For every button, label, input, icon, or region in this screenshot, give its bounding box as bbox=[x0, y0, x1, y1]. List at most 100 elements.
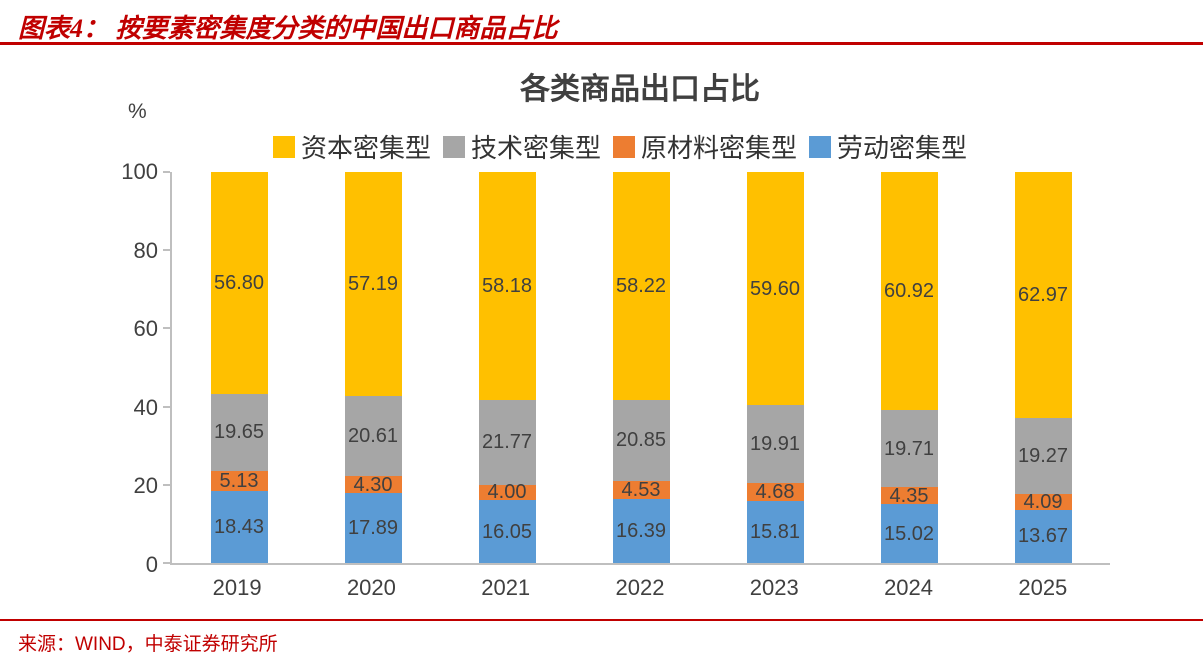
bar-segment: 20.85 bbox=[612, 399, 670, 482]
bar-value-label: 15.81 bbox=[749, 521, 801, 544]
y-tick-label: 100 bbox=[121, 159, 158, 184]
bar-value-label: 20.61 bbox=[347, 424, 399, 447]
bar-segment: 19.27 bbox=[1014, 418, 1072, 494]
bar-value-label: 5.13 bbox=[219, 469, 259, 492]
bar-value-label: 19.27 bbox=[1017, 444, 1069, 467]
stacked-bar-2020: 17.89 4.30 20.61 57.19 bbox=[344, 172, 402, 563]
y-tick-label: 60 bbox=[133, 316, 158, 342]
bar-segment: 59.60 bbox=[746, 172, 804, 406]
bar-value-label: 56.80 bbox=[213, 272, 265, 295]
plot-area: 18.43 5.13 19.65 56.80 17.89 4.30 20.61 57.19 16… bbox=[163, 171, 1110, 565]
x-axis-label: 2020 bbox=[346, 575, 396, 600]
x-axis-label: 2024 bbox=[884, 575, 934, 600]
bar-value-label: 58.18 bbox=[481, 274, 533, 297]
bar-segment: 16.39 bbox=[612, 498, 670, 563]
y-tick-label: 40 bbox=[133, 394, 158, 420]
y-axis-ticks: 0 20 40 60 80 100 bbox=[58, 159, 158, 577]
bar-value-label: 15.02 bbox=[883, 522, 935, 545]
bar-value-label: 19.65 bbox=[213, 421, 265, 444]
bar-segment: 60.92 bbox=[880, 172, 938, 411]
bar-segment: 15.02 bbox=[880, 504, 938, 563]
bar-slot: 16.05 4.00 21.77 58.18 bbox=[440, 172, 574, 563]
bar-segment: 58.18 bbox=[478, 172, 536, 400]
stacked-bar-2023: 15.81 4.68 19.91 59.60 bbox=[746, 172, 804, 563]
legend-swatch-icon bbox=[442, 135, 465, 158]
bar-slot: 17.89 4.30 20.61 57.19 bbox=[306, 172, 440, 563]
bar-value-label: 59.60 bbox=[749, 277, 801, 300]
y-tick-mark bbox=[163, 405, 170, 408]
y-tick-label: 20 bbox=[133, 473, 158, 499]
bar-segment: 18.43 bbox=[210, 490, 268, 563]
legend-label: 技术密集型 bbox=[470, 133, 601, 163]
bar-value-label: 4.00 bbox=[487, 481, 527, 504]
bar-segment: 56.80 bbox=[210, 172, 268, 395]
bar-segment: 5.13 bbox=[210, 469, 268, 492]
chart-title: 各类商品出口占比 bbox=[520, 73, 760, 106]
header-rule bbox=[0, 42, 1203, 45]
bar-segment: 17.89 bbox=[344, 493, 402, 563]
y-tick-label: 80 bbox=[133, 237, 158, 263]
legend-swatch-icon bbox=[613, 135, 635, 158]
x-axis-label: 2019 bbox=[212, 575, 262, 600]
bar-slot: 15.81 4.68 19.91 59.60 bbox=[708, 172, 842, 563]
bar-value-label: 4.53 bbox=[621, 479, 661, 502]
y-tick-mark bbox=[163, 171, 170, 173]
bar-value-label: 4.30 bbox=[353, 473, 393, 496]
x-axis-label: 2021 bbox=[481, 575, 531, 600]
figure-header-title: 图表4： 按要素密集度分类的中国出口商品占比 bbox=[18, 14, 558, 43]
bar-segment: 13.67 bbox=[1014, 509, 1072, 563]
bar-segment: 19.71 bbox=[880, 410, 938, 488]
bar-slot: 16.39 4.53 20.85 58.22 bbox=[574, 172, 708, 563]
bar-segment: 16.05 bbox=[478, 500, 536, 563]
bar-segment: 4.53 bbox=[612, 479, 670, 502]
bar-value-label: 57.19 bbox=[347, 272, 399, 295]
bar-value-label: 4.35 bbox=[889, 484, 929, 507]
legend-label: 劳动密集型 bbox=[837, 133, 968, 163]
bar-value-label: 60.92 bbox=[883, 280, 935, 303]
bar-segment: 4.00 bbox=[478, 481, 536, 504]
stacked-bar-2022: 16.39 4.53 20.85 58.22 bbox=[612, 172, 670, 563]
legend-item: 资本密集型 bbox=[272, 128, 431, 165]
legend-swatch-icon bbox=[272, 135, 295, 158]
bar-value-label: 21.77 bbox=[481, 431, 533, 454]
bar-slot: 15.02 4.35 19.71 60.92 bbox=[842, 172, 976, 563]
bar-value-label: 19.71 bbox=[883, 437, 935, 460]
bar-segment: 20.61 bbox=[344, 395, 402, 477]
bar-segment: 21.77 bbox=[478, 399, 536, 485]
bar-value-label: 4.68 bbox=[755, 481, 795, 504]
bar-value-label: 62.97 bbox=[1017, 284, 1069, 307]
bars: 18.43 5.13 19.65 56.80 17.89 4.30 20.61 57.19 16… bbox=[172, 172, 1110, 563]
bar-slot: 18.43 5.13 19.65 56.80 bbox=[172, 172, 306, 563]
y-tick-mark bbox=[163, 249, 170, 252]
legend-item: 技术密集型 bbox=[442, 128, 601, 165]
bar-slot: 13.67 4.09 19.27 62.97 bbox=[976, 172, 1110, 563]
bar-segment: 4.30 bbox=[344, 473, 402, 496]
stacked-bar-2021: 16.05 4.00 21.77 58.18 bbox=[478, 172, 536, 563]
bar-value-label: 17.89 bbox=[347, 517, 399, 540]
bar-segment: 57.19 bbox=[344, 172, 402, 396]
legend: 资本密集型 技术密集型 原材料密集型 劳动密集型 bbox=[150, 128, 1090, 165]
y-tick-mark bbox=[163, 327, 170, 330]
bar-segment: 19.91 bbox=[746, 405, 804, 483]
bar-value-label: 16.05 bbox=[481, 520, 533, 543]
y-tick-mark bbox=[163, 562, 170, 564]
bar-segment: 62.97 bbox=[1014, 172, 1072, 419]
source-note: 来源：WIND，中泰证券研究所 bbox=[18, 634, 278, 655]
y-tick-mark bbox=[163, 483, 170, 486]
bar-segment: 4.09 bbox=[1014, 492, 1072, 512]
stacked-bar-2025: 13.67 4.09 19.27 62.97 bbox=[1014, 172, 1072, 563]
legend-item: 劳动密集型 bbox=[809, 128, 967, 165]
x-axis-label: 2025 bbox=[1018, 575, 1068, 600]
legend-swatch-icon bbox=[809, 135, 832, 158]
bar-value-label: 13.67 bbox=[1017, 525, 1069, 548]
bar-segment: 19.65 bbox=[210, 394, 268, 471]
bar-segment: 58.22 bbox=[612, 172, 670, 400]
bar-value-label: 20.85 bbox=[615, 429, 667, 452]
y-axis-unit-label: % bbox=[128, 100, 147, 123]
footer-rule bbox=[0, 619, 1203, 621]
bar-value-label: 16.39 bbox=[615, 519, 667, 542]
legend-item: 原材料密集型 bbox=[613, 128, 797, 165]
x-axis-label: 2023 bbox=[749, 575, 799, 600]
bar-segment: 4.35 bbox=[880, 484, 938, 507]
